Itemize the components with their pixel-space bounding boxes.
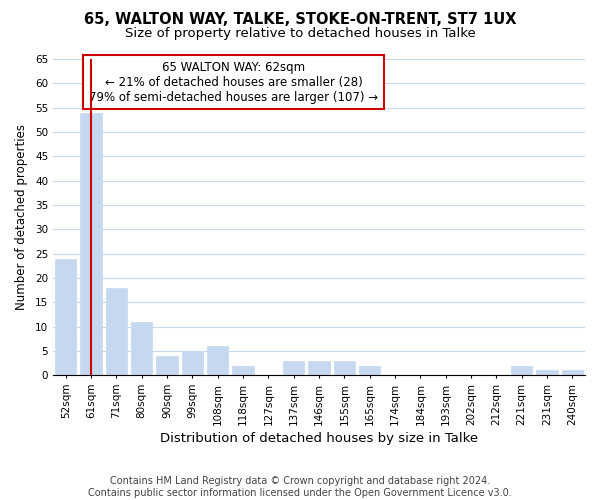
Text: 65 WALTON WAY: 62sqm
← 21% of detached houses are smaller (28)
79% of semi-detac: 65 WALTON WAY: 62sqm ← 21% of detached h…	[89, 60, 379, 104]
Y-axis label: Number of detached properties: Number of detached properties	[15, 124, 28, 310]
Bar	[55, 258, 76, 376]
Text: 65, WALTON WAY, TALKE, STOKE-ON-TRENT, ST7 1UX: 65, WALTON WAY, TALKE, STOKE-ON-TRENT, S…	[84, 12, 516, 28]
Bar	[131, 322, 152, 376]
Bar	[511, 366, 532, 376]
Bar	[156, 356, 178, 376]
Bar	[359, 366, 380, 376]
Bar	[562, 370, 583, 376]
Bar	[207, 346, 229, 376]
Bar	[308, 360, 330, 376]
Bar	[536, 370, 558, 376]
Bar	[283, 360, 304, 376]
X-axis label: Distribution of detached houses by size in Talke: Distribution of detached houses by size …	[160, 432, 478, 445]
Bar	[232, 366, 254, 376]
Bar	[182, 351, 203, 376]
Bar	[80, 112, 102, 376]
Bar	[334, 360, 355, 376]
Text: Size of property relative to detached houses in Talke: Size of property relative to detached ho…	[125, 28, 475, 40]
Bar	[106, 288, 127, 376]
Text: Contains HM Land Registry data © Crown copyright and database right 2024.
Contai: Contains HM Land Registry data © Crown c…	[88, 476, 512, 498]
